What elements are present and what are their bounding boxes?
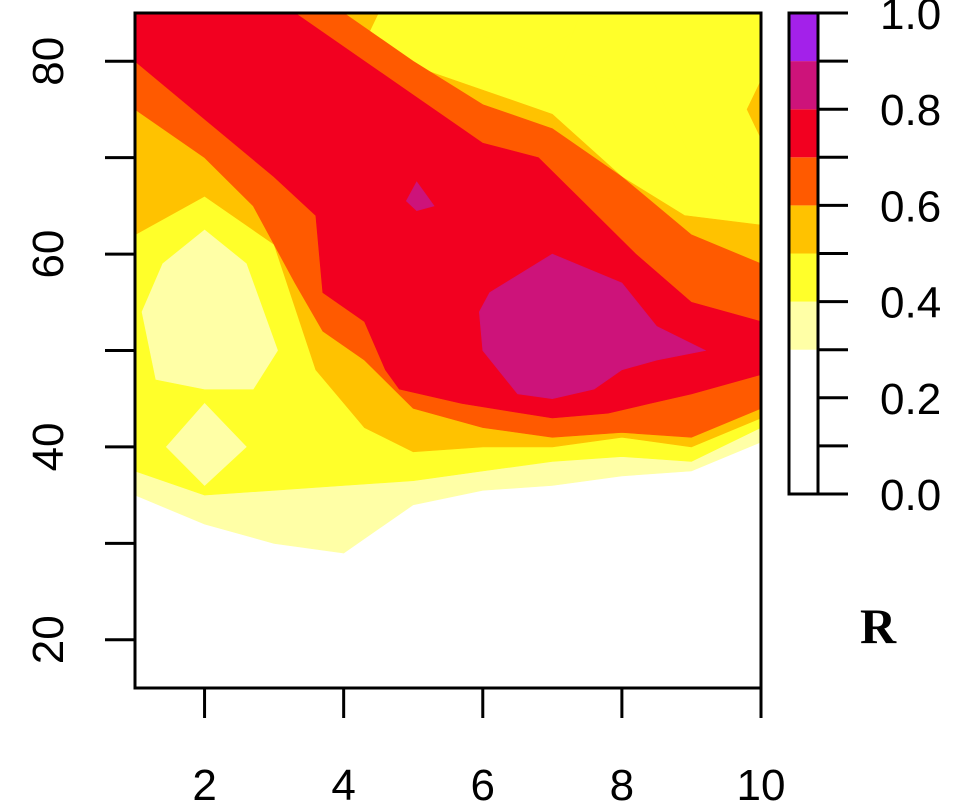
colorbar-title: R: [860, 598, 897, 654]
colorbar-tick-label-0.2: 0.2: [880, 375, 941, 424]
x-tick-label-10: 10: [737, 761, 786, 810]
x-tick-label-8: 8: [610, 761, 634, 810]
colorbar-tick-label-0.0: 0.0: [880, 471, 941, 520]
y-tick-label-60: 60: [24, 230, 73, 279]
contour-region-5: [558, 13, 761, 216]
contour-regions: [135, 13, 761, 554]
x-tick-label-4: 4: [331, 761, 355, 810]
x-tick-label-2: 2: [192, 761, 216, 810]
contour-region-2: [141, 229, 278, 390]
colorbar-swatch-6: [789, 61, 818, 110]
colorbar: 0.0 0.2 0.4 0.6 0.8 1.0: [787, 0, 941, 520]
colorbar-swatch-4: [789, 157, 818, 206]
y-tick-label-80: 80: [24, 37, 73, 86]
colorbar-swatch-3: [789, 205, 818, 254]
contour-region-3: [165, 403, 247, 486]
contour-region-11: [478, 253, 707, 400]
colorbar-swatch-1: [789, 301, 818, 350]
colorbar-tick-label-0.8: 0.8: [880, 86, 941, 135]
colorbar-swatch-2: [789, 253, 818, 302]
contour-region-10: [405, 181, 435, 212]
contour-region-7: [746, 80, 761, 139]
colorbar-swatch-5: [789, 109, 818, 158]
contour-region-6: [440, 13, 581, 52]
colorbar-tick-label-1.0: 1.0: [880, 0, 941, 39]
x-tick-label-6: 6: [471, 761, 495, 810]
y-axis: 20 40 60 80: [24, 37, 135, 664]
colorbar-tick-label-0.6: 0.6: [880, 182, 941, 231]
colorbar-swatch-0: [789, 349, 818, 494]
x-axis: 2 4 6 8 10: [192, 688, 785, 810]
y-tick-label-20: 20: [24, 615, 73, 664]
colorbar-swatch-7: [789, 13, 818, 62]
y-tick-label-40: 40: [24, 422, 73, 471]
colorbar-tick-label-0.4: 0.4: [880, 279, 941, 328]
